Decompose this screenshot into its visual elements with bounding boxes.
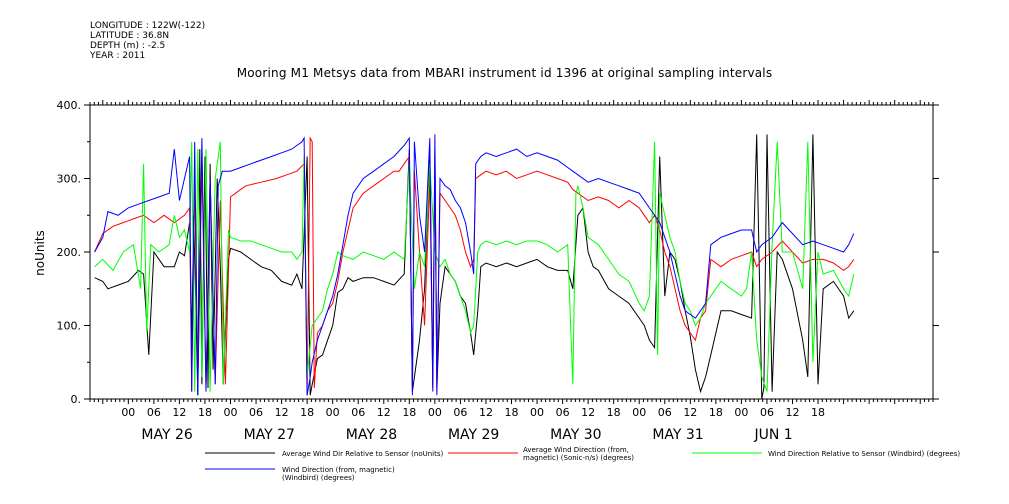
x-hour-tick-label: 00: [734, 406, 748, 419]
longitude-label: LONGITUDE : 122W(-122): [90, 21, 206, 31]
x-hour-tick-label: 00: [326, 406, 340, 419]
x-hour-tick-label: 06: [249, 406, 263, 419]
series-line-3: [94, 134, 855, 396]
x-hour-tick-label: 12: [172, 406, 186, 419]
x-day-label: MAY 26: [141, 427, 192, 443]
x-hour-tick-label: 00: [428, 406, 442, 419]
series-line-0: [94, 134, 855, 399]
x-hour-tick-label: 18: [811, 406, 825, 419]
y-tick-label: 300.: [57, 173, 82, 186]
x-hour-tick-label: 12: [479, 406, 493, 419]
x-hour-tick-label: 18: [402, 406, 416, 419]
x-hour-tick-label: 06: [147, 406, 161, 419]
x-hour-tick-label: 18: [607, 406, 621, 419]
x-day-label: JUN 1: [754, 427, 793, 443]
x-hour-tick-label: 18: [300, 406, 314, 419]
x-day-label: MAY 31: [652, 427, 703, 443]
y-tick-label: 200.: [57, 246, 82, 259]
x-hour-tick-label: 06: [351, 406, 365, 419]
x-hour-tick-label: 00: [121, 406, 135, 419]
x-hour-tick-label: 06: [453, 406, 467, 419]
x-hour-tick-label: 12: [786, 406, 800, 419]
series-line-1: [94, 136, 855, 396]
legend-label-red: Average Wind Direction (from, magnetic) …: [523, 446, 635, 462]
legend-label-blue: Wind Direction (from, magnetic) (Windbir…: [282, 466, 395, 482]
latitude-label: LATITUDE : 36.8N: [90, 31, 170, 41]
x-hour-tick-label: 18: [198, 406, 212, 419]
x-hour-tick-label: 12: [683, 406, 697, 419]
x-hour-tick-label: 18: [505, 406, 519, 419]
x-day-label: MAY 28: [346, 427, 397, 443]
depth-label: DEPTH (m) : -2.5: [90, 41, 166, 51]
legend-label-green: Wind Direction Relative to Sensor (Windb…: [768, 450, 961, 458]
x-hour-tick-label: 06: [760, 406, 774, 419]
x-hour-tick-label: 12: [275, 406, 289, 419]
y-tick-label: 100.: [57, 320, 82, 333]
chart-title: Mooring M1 Metsys data from MBARI instru…: [236, 66, 773, 80]
x-hour-tick-label: 06: [658, 406, 672, 419]
legend-label-black: Average Wind Dir Relative to Sensor (noU…: [282, 450, 444, 458]
x-hour-tick-label: 00: [224, 406, 238, 419]
x-day-label: MAY 27: [244, 427, 295, 443]
y-tick-label: 0.: [71, 393, 82, 406]
y-tick-label: 400.: [57, 99, 82, 112]
x-day-label: MAY 30: [550, 427, 601, 443]
year-label: YEAR : 2011: [90, 51, 146, 61]
series-line-2: [94, 141, 855, 392]
x-day-label: MAY 29: [448, 427, 499, 443]
x-hour-tick-label: 18: [709, 406, 723, 419]
x-hour-tick-label: 12: [377, 406, 391, 419]
x-hour-tick-label: 00: [632, 406, 646, 419]
x-hour-tick-label: 06: [556, 406, 570, 419]
x-hour-tick-label: 12: [581, 406, 595, 419]
x-hour-tick-label: 00: [530, 406, 544, 419]
